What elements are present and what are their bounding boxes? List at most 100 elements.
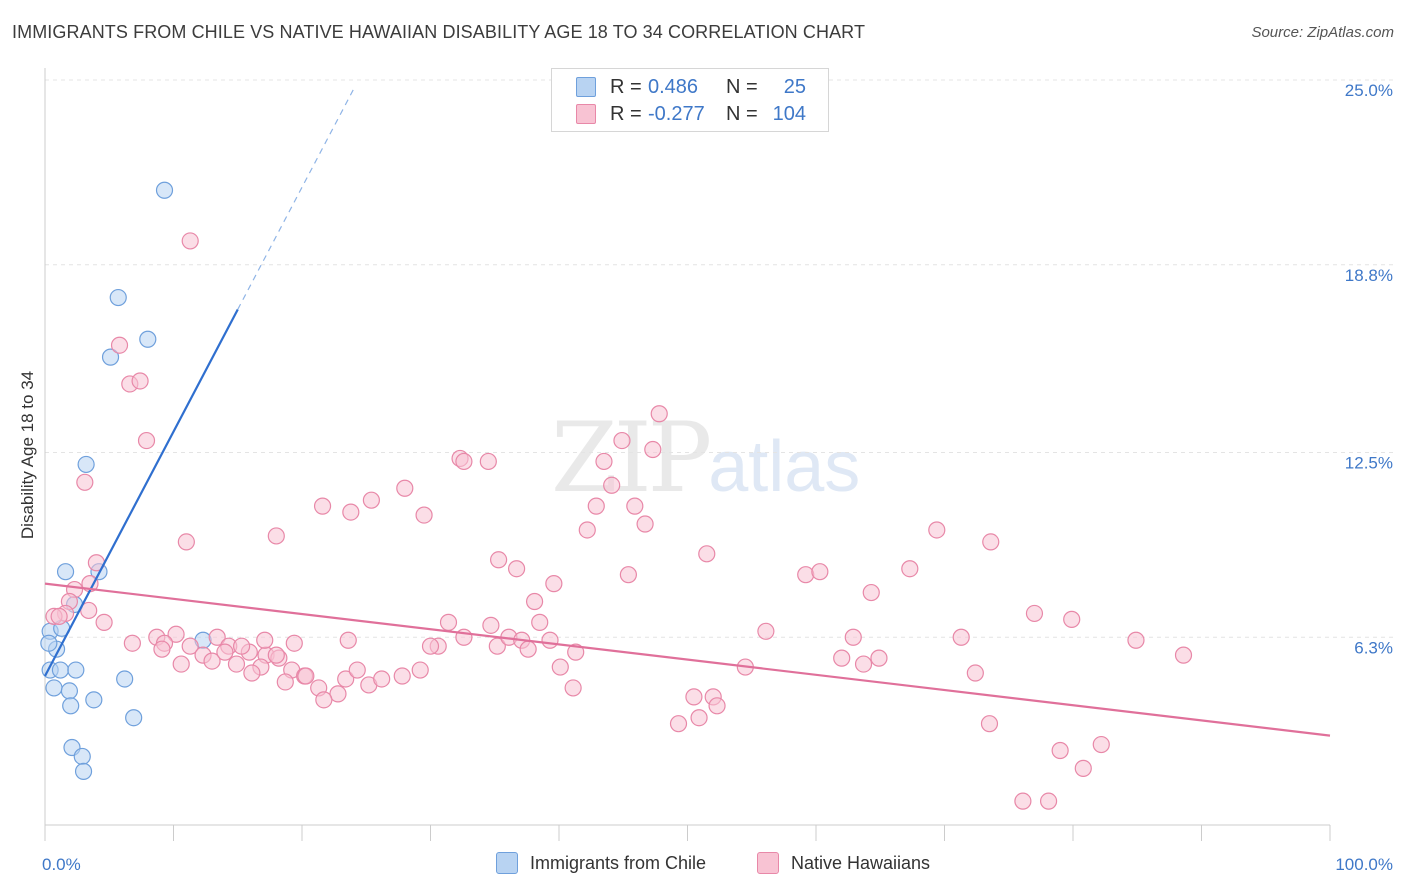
data-point-hawaiian (267, 646, 285, 664)
y-axis-label: Disability Age 18 to 34 (18, 371, 37, 539)
data-point-hawaiian (833, 649, 851, 667)
legend-n-label: N = (726, 75, 758, 98)
data-point-chile (139, 330, 157, 348)
data-point-hawaiian (1074, 759, 1092, 777)
data-point-hawaiian (342, 503, 360, 521)
bottom-legend-chile: Immigrants from Chile (496, 852, 706, 874)
data-point-hawaiian (479, 452, 497, 471)
data-point-hawaiian (685, 688, 703, 706)
data-point-hawaiian (285, 634, 303, 652)
data-point-hawaiian (619, 566, 637, 584)
data-point-chile (40, 634, 58, 652)
chart-title: IMMIGRANTS FROM CHILE VS NATIVE HAWAIIAN… (12, 22, 866, 42)
data-point-hawaiian (76, 473, 94, 491)
data-point-hawaiian (1039, 792, 1058, 810)
data-point-hawaiian (315, 691, 333, 709)
data-point-hawaiian (267, 527, 285, 545)
data-point-hawaiian (243, 664, 261, 682)
data-point-hawaiian (1025, 604, 1044, 623)
trend-line-chile-extension (237, 89, 354, 310)
data-point-chile (73, 747, 91, 766)
data-point-hawaiian (1127, 631, 1145, 649)
data-point-hawaiian (137, 431, 156, 450)
data-point-hawaiian (208, 628, 226, 646)
watermark-zip: ZIP (551, 402, 712, 514)
data-point-hawaiian (313, 497, 332, 515)
data-point-hawaiian (373, 670, 391, 688)
data-point-chile (56, 563, 75, 581)
data-point-chile (109, 288, 127, 307)
bottom-legend-hawaiian: Native Hawaiians (757, 852, 930, 874)
data-point-hawaiian (595, 452, 613, 471)
data-point-chile (116, 670, 134, 688)
y-tick-label: 6.3% (1354, 638, 1393, 657)
data-point-chile (77, 455, 95, 474)
data-point-hawaiian (708, 697, 726, 715)
data-point-chile (62, 697, 80, 715)
data-point-hawaiian (276, 673, 294, 691)
data-point-hawaiian (862, 583, 880, 602)
legend-row-chile: R = 0.486 N = 25 (576, 75, 806, 99)
data-point-hawaiian (110, 336, 129, 354)
bottom-legend-label-hawaiian: Native Hawaiians (791, 852, 931, 873)
data-point-hawaiian (177, 533, 195, 551)
data-point-hawaiian (636, 515, 654, 533)
legend-r-label: R = (610, 75, 642, 98)
data-point-hawaiian (507, 560, 526, 578)
data-point-hawaiian (870, 649, 888, 667)
data-point-hawaiian (952, 628, 970, 646)
correlation-legend: R = 0.486 N = 25 R = -0.277 N = 104 (551, 68, 829, 132)
legend-row-hawaiian: R = -0.277 N = 104 (576, 102, 806, 126)
data-point-hawaiian (153, 640, 171, 658)
data-point-hawaiian (172, 655, 190, 673)
y-tick-label: 12.5% (1345, 454, 1393, 473)
data-point-hawaiian (603, 476, 621, 494)
data-point-hawaiian (337, 670, 355, 688)
bottom-legend-swatch-chile (496, 852, 518, 874)
data-point-hawaiian (811, 563, 829, 581)
data-point-hawaiian (297, 667, 315, 685)
bottom-legend-label-chile: Immigrants from Chile (530, 852, 707, 873)
data-point-hawaiian (339, 631, 357, 649)
data-point-hawaiian (181, 637, 199, 655)
data-point-chile (45, 679, 63, 697)
data-point-hawaiian (1063, 610, 1081, 628)
data-point-chile (85, 691, 103, 709)
data-point-chile (67, 661, 85, 679)
data-point-hawaiian (167, 625, 185, 643)
bottom-legend-swatch-hawaiian (757, 852, 779, 874)
data-point-hawaiian (525, 592, 544, 611)
data-point-hawaiian (490, 551, 508, 569)
data-point-hawaiian (227, 655, 246, 673)
data-point-hawaiian (854, 655, 873, 673)
data-point-hawaiian (362, 491, 380, 509)
data-point-hawaiian (669, 715, 688, 733)
data-point-hawaiian (256, 631, 274, 649)
data-point-hawaiian (1174, 646, 1193, 664)
data-point-chile (60, 682, 79, 700)
data-point-hawaiian (181, 232, 199, 250)
data-point-hawaiian (982, 533, 1000, 551)
legend-n-value: 25 (783, 75, 806, 98)
data-point-hawaiian (393, 667, 411, 685)
data-point-hawaiian (1092, 735, 1110, 754)
data-point-hawaiian (1014, 792, 1032, 810)
x-tick-label-left: 0.0% (42, 855, 81, 874)
data-point-hawaiian (626, 497, 644, 515)
legend-n-label: N = (726, 102, 758, 125)
data-point-hawaiian (519, 640, 537, 658)
data-point-hawaiian (531, 613, 549, 631)
watermark: ZIPatlas (551, 402, 860, 514)
legend-n-value: 104 (772, 102, 806, 125)
data-point-hawaiian (545, 575, 563, 593)
legend-r-value: 0.486 (648, 75, 699, 98)
data-point-hawaiian (698, 545, 716, 563)
y-tick-label: 25.0% (1345, 81, 1393, 100)
legend-swatch-hawaiian (576, 104, 596, 124)
data-point-hawaiian (901, 560, 919, 578)
data-point-hawaiian (348, 661, 366, 679)
data-point-hawaiian (439, 613, 458, 631)
data-point-hawaiian (578, 521, 596, 539)
data-point-hawaiian (551, 658, 569, 676)
legend-r-label: R = (610, 102, 642, 125)
